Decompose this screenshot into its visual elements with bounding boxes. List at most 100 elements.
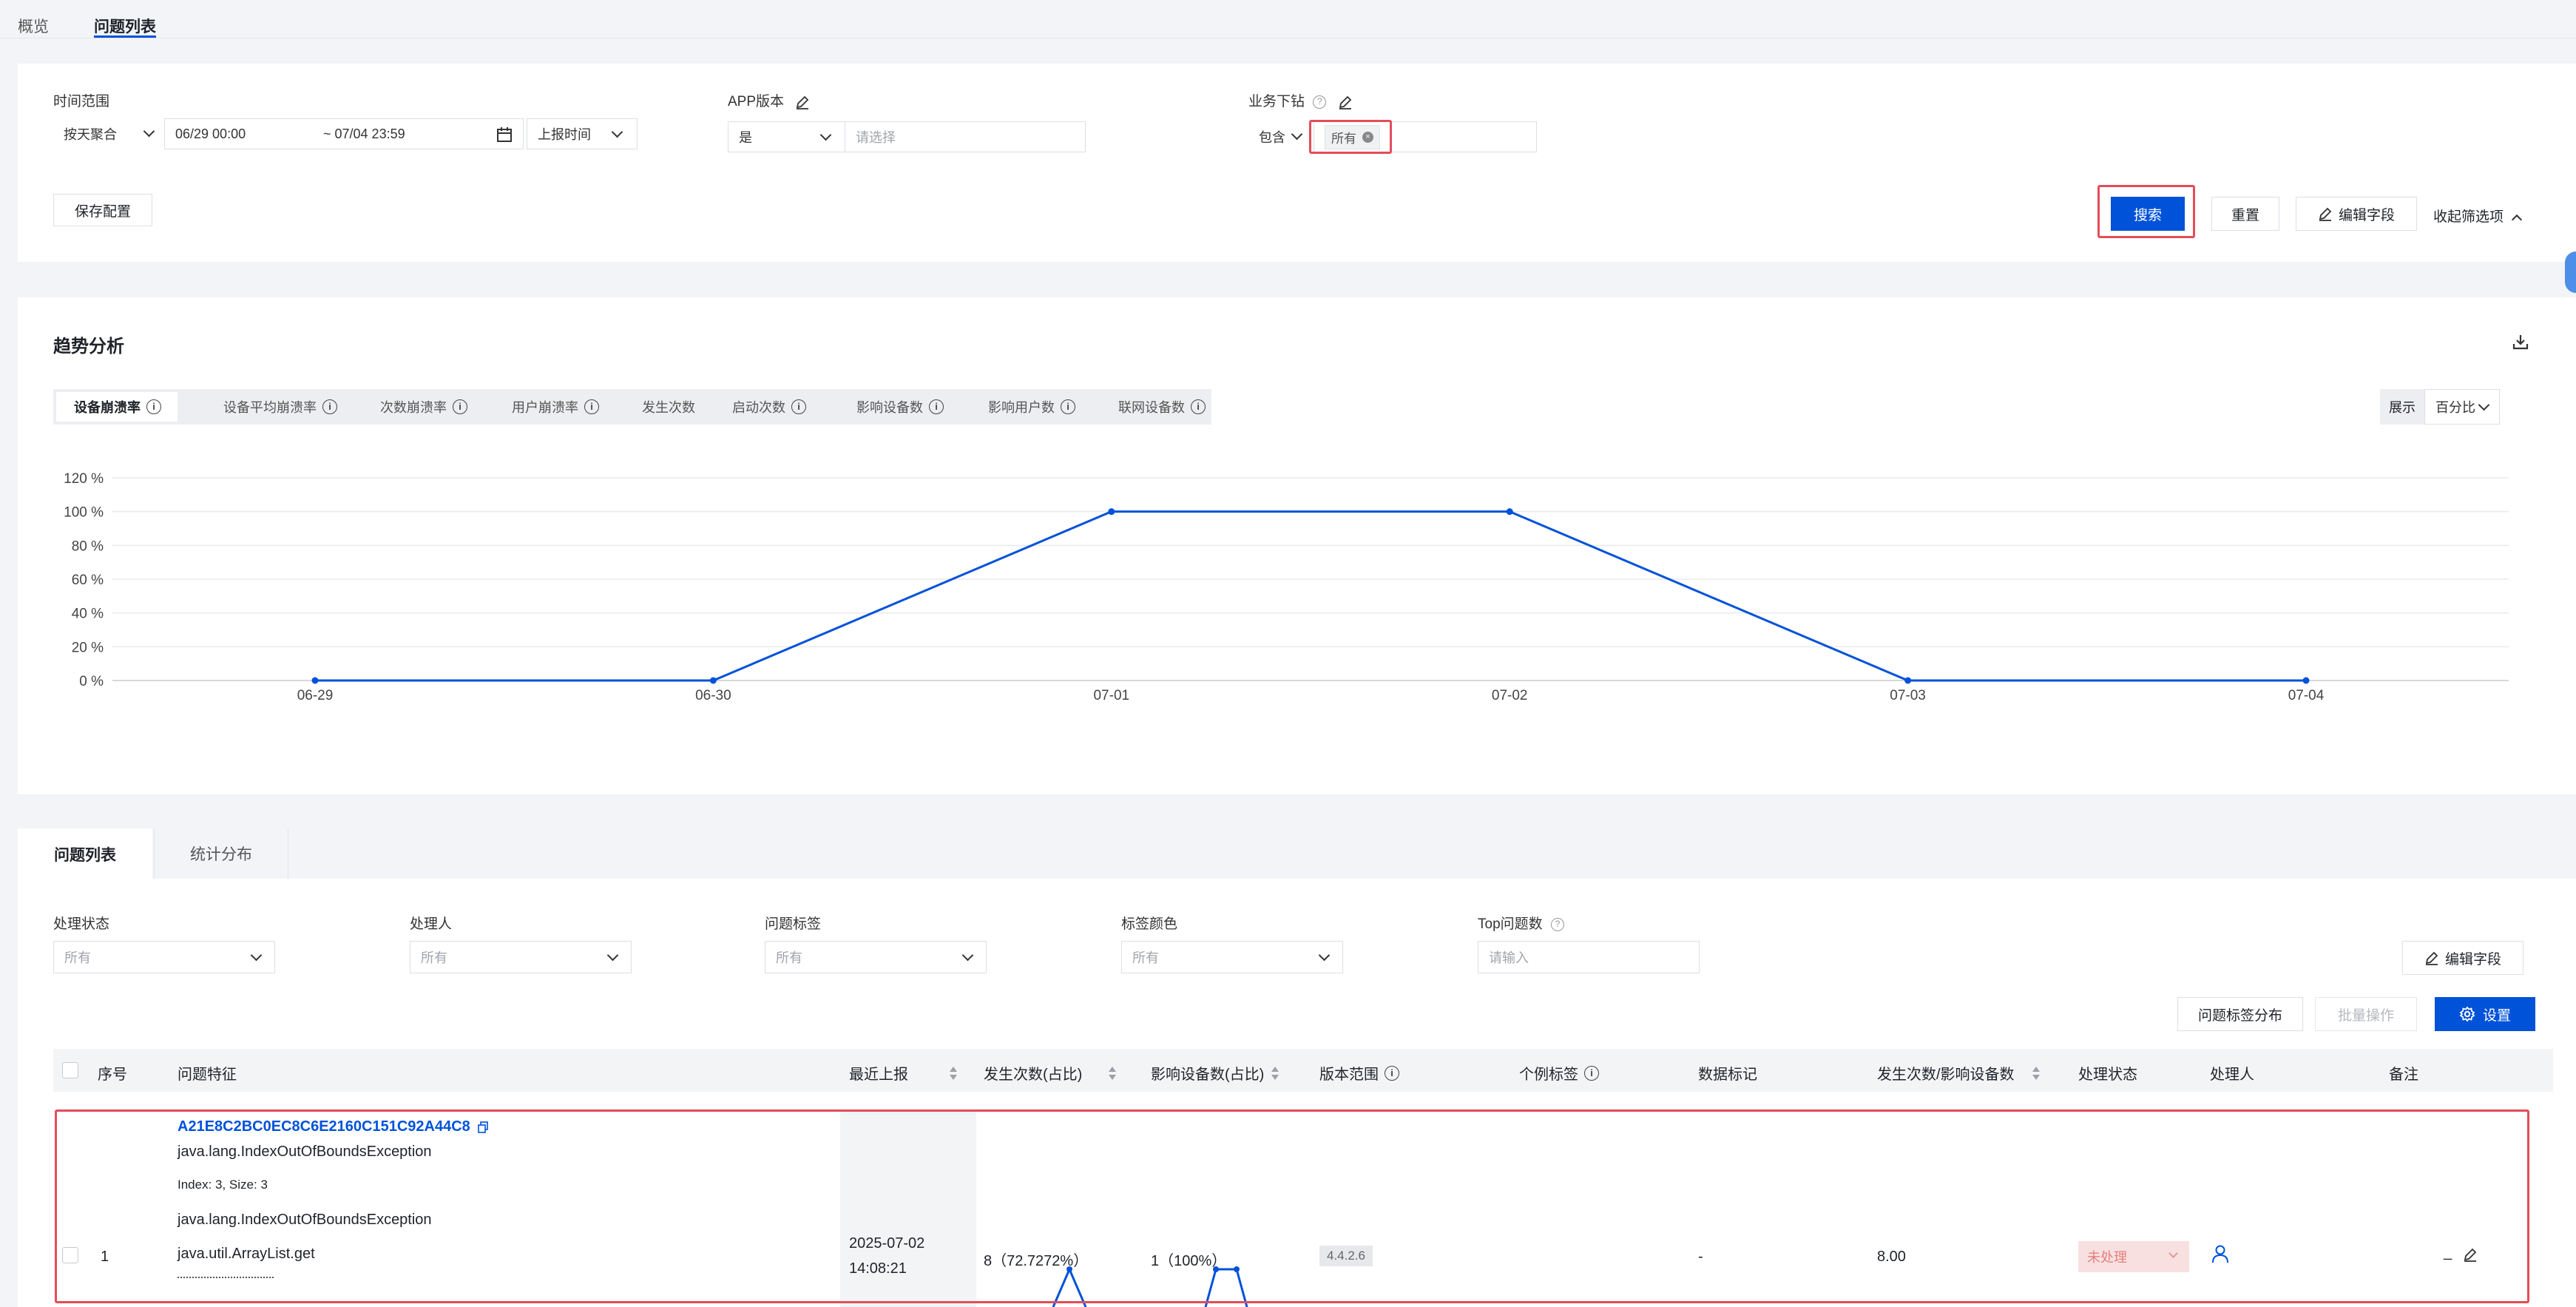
row-devices: 1（100%） <box>1151 1253 1227 1269</box>
sort-icon <box>950 1066 957 1080</box>
issue-frame-1: java.lang.IndexOutOfBoundsException <box>178 1212 432 1228</box>
tag-dist-button[interactable]: 问题标签分布 <box>2177 997 2303 1031</box>
reset-button[interactable]: 重置 <box>2211 197 2279 231</box>
row-count: 8（72.7272%） <box>984 1253 1089 1269</box>
metric-tab-8[interactable]: 联网设备数 i <box>1118 389 1206 425</box>
col-ratio[interactable]: 发生次数/影响设备数 <box>1877 1062 2040 1084</box>
metric-tab-label: 联网设备数 <box>1118 400 1185 415</box>
metric-tab-label: 设备平均崩溃率 <box>223 400 317 415</box>
tag-color-filter-select[interactable]: 所有 <box>1121 941 1343 973</box>
display-label: 展示 <box>2380 389 2424 425</box>
app-version-op-select[interactable]: 是 <box>728 121 846 152</box>
edit-fields-button[interactable]: 编辑字段 <box>2296 197 2417 231</box>
row-checkbox[interactable] <box>62 1247 78 1263</box>
handler-filter-select[interactable]: 所有 <box>410 941 632 973</box>
help-icon: ? <box>1550 917 1564 931</box>
metric-tab-6[interactable]: 影响设备数 i <box>856 389 944 425</box>
tab-stat-dist[interactable]: 统计分布 <box>154 828 288 879</box>
save-config-button[interactable]: 保存配置 <box>53 194 152 226</box>
copy-icon[interactable] <box>477 1121 489 1133</box>
chevron-down-icon <box>606 949 619 962</box>
tab-issue-list[interactable]: 问题列表 <box>18 828 152 880</box>
date-range-picker[interactable]: 06/29 00:00 ~ 07/04 23:59 <box>164 118 524 149</box>
issue-exception: java.lang.IndexOutOfBoundsException <box>178 1144 432 1160</box>
tag-filter-select[interactable]: 所有 <box>765 941 987 973</box>
metric-tab-2[interactable]: 次数崩溃率 i <box>380 389 467 425</box>
top-filter-label: Top问题数 ? <box>1478 913 1564 933</box>
tag-filter-label: 问题标签 <box>765 916 822 932</box>
metric-tab-label: 发生次数 <box>642 400 695 415</box>
settings-button[interactable]: 设置 <box>2435 997 2535 1031</box>
metric-tab-label: 设备崩溃率 <box>74 400 141 415</box>
close-icon[interactable]: × <box>1362 131 1373 143</box>
biz-drill-label: 业务下钻 ? <box>1248 90 1353 110</box>
data-point <box>311 677 319 684</box>
collapse-filters-link[interactable]: 收起筛选项 <box>2433 206 2523 226</box>
side-float-handle[interactable] <box>2565 251 2576 293</box>
biz-tag[interactable]: 所有 × <box>1325 124 1380 149</box>
top-tab-overview[interactable]: 概览 <box>18 18 49 36</box>
col-devices[interactable]: 影响设备数(占比) <box>1151 1062 1279 1084</box>
chevron-down-icon <box>143 125 155 138</box>
metric-tab-3[interactable]: 用户崩溃率 i <box>512 389 599 425</box>
chevron-down-icon <box>611 126 623 138</box>
display-value: 百分比 <box>2435 400 2475 415</box>
time-type-value: 上报时间 <box>538 127 591 142</box>
edit-icon <box>2425 951 2438 965</box>
info-icon: i <box>1191 399 1206 414</box>
metric-tab-1[interactable]: 设备平均崩溃率 i <box>223 389 337 425</box>
top-tab-issues[interactable]: 问题列表 <box>94 18 156 36</box>
issue-frame-3-partial <box>178 1274 274 1281</box>
col-tag: 个例标签 i <box>1519 1062 1599 1084</box>
download-icon[interactable] <box>2512 333 2529 351</box>
edit-note-icon[interactable] <box>2463 1247 2478 1262</box>
select-all-checkbox[interactable] <box>62 1062 78 1078</box>
aggregate-select[interactable]: 按天聚合 <box>53 118 164 149</box>
top-filter-input[interactable]: 请输入 <box>1478 941 1700 973</box>
app-version-input[interactable]: 请选择 <box>845 121 1086 152</box>
calendar-icon <box>497 127 512 142</box>
batch-operation-button[interactable]: 批量操作 <box>2315 997 2417 1031</box>
biz-op-select[interactable]: 包含 <box>1248 121 1315 152</box>
row-status-select[interactable]: 未处理 <box>2078 1241 2189 1272</box>
info-icon: i <box>1061 399 1075 414</box>
display-select[interactable]: 百分比 <box>2424 389 2500 425</box>
chevron-down-icon <box>2478 399 2490 411</box>
trend-panel: 趋势分析 设备崩溃率 i 设备平均崩溃率 i 次数崩溃率 i 用户崩溃率 i 发生次数 启动次数 i… <box>18 297 2576 794</box>
edit-icon[interactable] <box>1338 95 1353 109</box>
col-data-mark: 数据标记 <box>1698 1067 1757 1083</box>
gear-icon <box>2459 1006 2475 1022</box>
biz-op-value: 包含 <box>1259 130 1285 145</box>
col-note: 备注 <box>2389 1067 2418 1083</box>
data-point <box>1506 508 1513 516</box>
sort-icon <box>2032 1066 2040 1080</box>
x-tick-label: 07-01 <box>1093 688 1129 703</box>
highlight-search-button <box>2097 185 2195 238</box>
biz-value-input[interactable]: 所有 × <box>1314 121 1537 152</box>
edit-icon[interactable] <box>795 95 810 109</box>
row-count-sparkline <box>1052 1266 1087 1307</box>
time-type-select[interactable]: 上报时间 <box>527 118 638 149</box>
tag-color-filter-label: 标签颜色 <box>1121 916 1178 932</box>
issue-hash-link[interactable]: A21E8C2BC0EC8C6E2160C151C92A44C8 <box>178 1118 489 1135</box>
metric-tab-7[interactable]: 影响用户数 i <box>988 389 1075 425</box>
col-last-report[interactable]: 最近上报 <box>849 1062 957 1084</box>
chevron-down-icon <box>1291 128 1303 141</box>
y-tick-label: 80 % <box>72 538 104 554</box>
metric-tab-5[interactable]: 启动次数 i <box>732 389 806 425</box>
x-tick-label: 07-03 <box>1890 688 1926 703</box>
y-tick-label: 0 % <box>79 674 104 689</box>
row-last-report-bg <box>840 1110 976 1307</box>
status-filter-label: 处理状态 <box>53 916 110 932</box>
assign-user-icon[interactable] <box>2211 1244 2229 1263</box>
col-status: 处理状态 <box>2078 1067 2137 1083</box>
status-filter-select[interactable]: 所有 <box>53 941 275 973</box>
col-handler: 处理人 <box>2210 1067 2254 1083</box>
metric-tab-4[interactable]: 发生次数 <box>642 389 695 425</box>
edit-icon <box>2319 207 2332 221</box>
search-button[interactable]: 搜索 <box>2111 197 2185 231</box>
metric-tab-0[interactable]: 设备崩溃率 i <box>56 392 178 422</box>
col-count[interactable]: 发生次数(占比) <box>984 1062 1117 1084</box>
y-tick-label: 20 % <box>72 640 104 655</box>
issue-edit-fields-button[interactable]: 编辑字段 <box>2402 941 2523 975</box>
